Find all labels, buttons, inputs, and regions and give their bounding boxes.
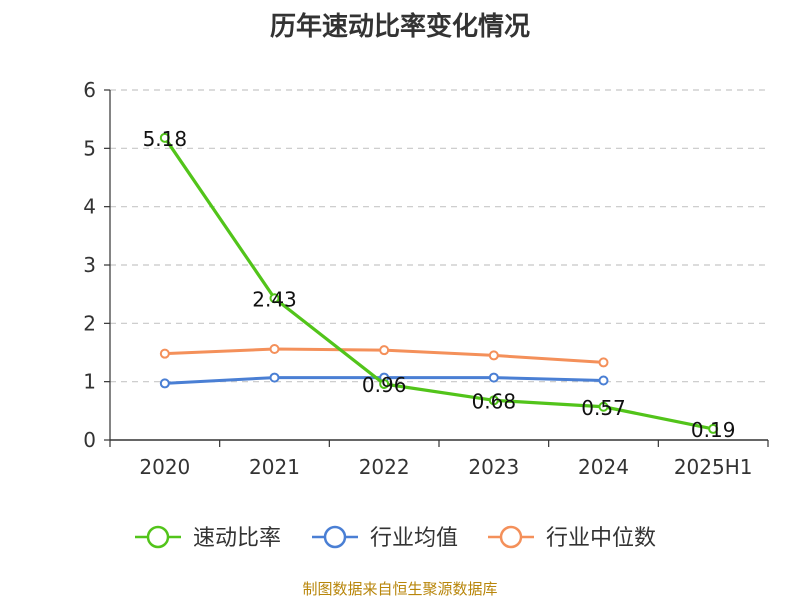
data-point (159, 378, 170, 389)
grid-layer (110, 89, 768, 383)
data-label-layer: 5.18 2.43 0.96 0.68 0.57 0.19 (143, 127, 736, 442)
legend-label: 行业均值 (370, 526, 458, 551)
x-tick-label: 2021 (249, 455, 300, 479)
data-point (269, 293, 280, 304)
x-tick-label: 2022 (359, 455, 410, 479)
data-point (488, 395, 499, 406)
y-tick-label: 5 (83, 136, 96, 160)
data-point (488, 350, 499, 361)
y-tick-label: 1 (83, 370, 96, 394)
data-point (379, 379, 390, 389)
data-point (269, 344, 280, 354)
legend-marker (323, 525, 347, 549)
legend-marker (499, 525, 523, 549)
data-point (598, 375, 609, 386)
legend-label: 行业中位数 (546, 526, 656, 551)
data-source-note: 制图数据来自恒生聚源数据库 (302, 580, 498, 598)
data-label: 0.19 (691, 418, 736, 442)
chart-title: 历年速动比率变化情况 (269, 12, 530, 42)
legend-marker (146, 525, 170, 549)
y-tick-label: 2 (83, 311, 96, 335)
data-point (488, 372, 499, 383)
data-label: 0.57 (581, 396, 626, 420)
x-tick-label: 2025H1 (674, 455, 753, 479)
data-point (159, 132, 170, 143)
data-point (598, 401, 609, 412)
data-point (708, 423, 719, 434)
y-tick-label: 0 (83, 428, 96, 452)
legend: 速动比率 行业均值 行业中位数 (135, 525, 656, 551)
data-label: 0.68 (472, 389, 517, 413)
series-layer (159, 132, 719, 434)
y-tick-label: 6 (83, 78, 96, 102)
data-point (598, 357, 609, 368)
axis-layer: 0 1 2 3 4 5 6 2020 2021 2022 2023 2024 2025H1 (83, 78, 769, 479)
x-tick-label: 2023 (468, 455, 519, 479)
data-label: 5.18 (143, 127, 188, 151)
data-point (379, 345, 390, 356)
data-point (159, 348, 170, 359)
legend-label: 速动比率 (193, 526, 281, 551)
y-tick-label: 3 (83, 253, 96, 277)
x-tick-label: 2024 (578, 455, 629, 479)
x-tick-label: 2020 (139, 455, 190, 479)
data-point (269, 372, 280, 383)
data-label: 0.96 (362, 373, 407, 397)
y-tick-label: 4 (83, 195, 96, 219)
data-label: 2.43 (252, 287, 297, 311)
series-line (163, 136, 714, 431)
